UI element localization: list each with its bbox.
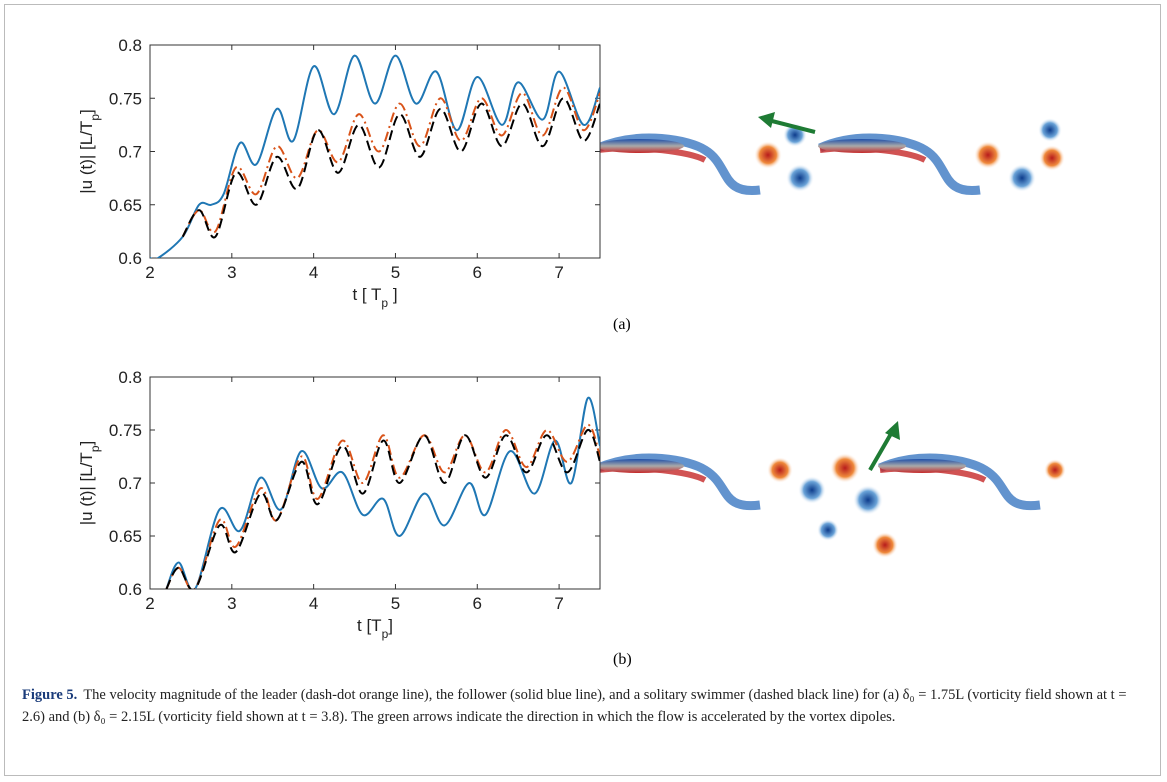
x-tick-label: 7: [554, 263, 563, 282]
axis-label-part: ]: [388, 616, 393, 635]
chart: 2 3 4 5 6 70.60.650.70.750.8t [ Tp ]|u (t)| […: [77, 36, 601, 310]
axis-label-part: ]: [77, 109, 96, 114]
plot-area: [149, 44, 601, 259]
caption: Figure 5. The velocity magnitude of the l…: [22, 684, 1142, 728]
chart: 2 3 4 5 6 70.60.650.70.750.8t [Tp]|u (t)| [L/…: [77, 368, 601, 641]
x-tick-label: 5: [391, 594, 400, 613]
y-tick-label: 0.75: [109, 89, 142, 108]
x-tick-label: 3: [227, 263, 236, 282]
y-tick-label: 0.65: [109, 527, 142, 546]
x-tick-label: 7: [554, 594, 563, 613]
axis-label-part: p: [382, 627, 389, 641]
line-series: [181, 86, 600, 238]
x-tick-label: 2: [145, 263, 154, 282]
x-tick-label: 2: [145, 594, 154, 613]
axis-label-part: ]: [388, 285, 397, 304]
y-tick-label: 0.8: [118, 368, 142, 387]
panel-label: (a): [613, 316, 631, 333]
figure-frame: [4, 4, 1161, 776]
axis-label-part: p: [381, 296, 388, 310]
y-tick-label: 0.7: [118, 474, 142, 493]
axis-label-part: p: [88, 445, 102, 452]
y-tick-label: 0.7: [118, 143, 142, 162]
axis-label-part: p: [88, 114, 102, 121]
x-tick-label: 4: [309, 263, 318, 282]
x-tick-label: 6: [473, 594, 482, 613]
y-tick-label: 0.6: [118, 580, 142, 599]
panel-label: (b): [613, 651, 632, 668]
x-tick-label: 5: [391, 263, 400, 282]
vorticity-field: [596, 421, 1066, 558]
y-tick-label: 0.65: [109, 196, 142, 215]
axis-label-part: t [T: [357, 616, 382, 635]
vorticity-field: [596, 112, 1065, 196]
y-tick-label: 0.75: [109, 421, 142, 440]
axis-label-part: |u (t)| [L/T: [77, 452, 96, 525]
line-series: [165, 397, 600, 589]
axis-label: t [Tp]: [357, 616, 393, 641]
y-tick-label: 0.8: [118, 36, 142, 55]
figure: 2 3 4 5 6 70.60.650.70.750.8t [ Tp ]|u (t)| […: [77, 36, 1066, 641]
x-tick-label: 4: [309, 594, 318, 613]
line-series: [150, 54, 600, 258]
axis-label-part: |u (t)| [L/T: [77, 121, 96, 194]
line-series: [181, 97, 600, 239]
axis-label: |u (t)| [L/Tp]: [77, 441, 102, 526]
x-tick-label: 3: [227, 594, 236, 613]
plot-area: [149, 376, 601, 590]
axis-label-part: ]: [77, 441, 96, 446]
caption-label: Figure 5.: [22, 687, 78, 703]
line-series: [165, 429, 600, 589]
line-series: [165, 423, 600, 589]
x-tick-label: 6: [473, 263, 482, 282]
caption-text: The velocity magnitude of the leader (da…: [22, 687, 1127, 725]
axis-label-part: t [ T: [352, 285, 381, 304]
axis-label: t [ Tp ]: [352, 285, 397, 310]
y-tick-label: 0.6: [118, 249, 142, 268]
axis-label: |u (t)| [L/Tp]: [77, 109, 102, 194]
